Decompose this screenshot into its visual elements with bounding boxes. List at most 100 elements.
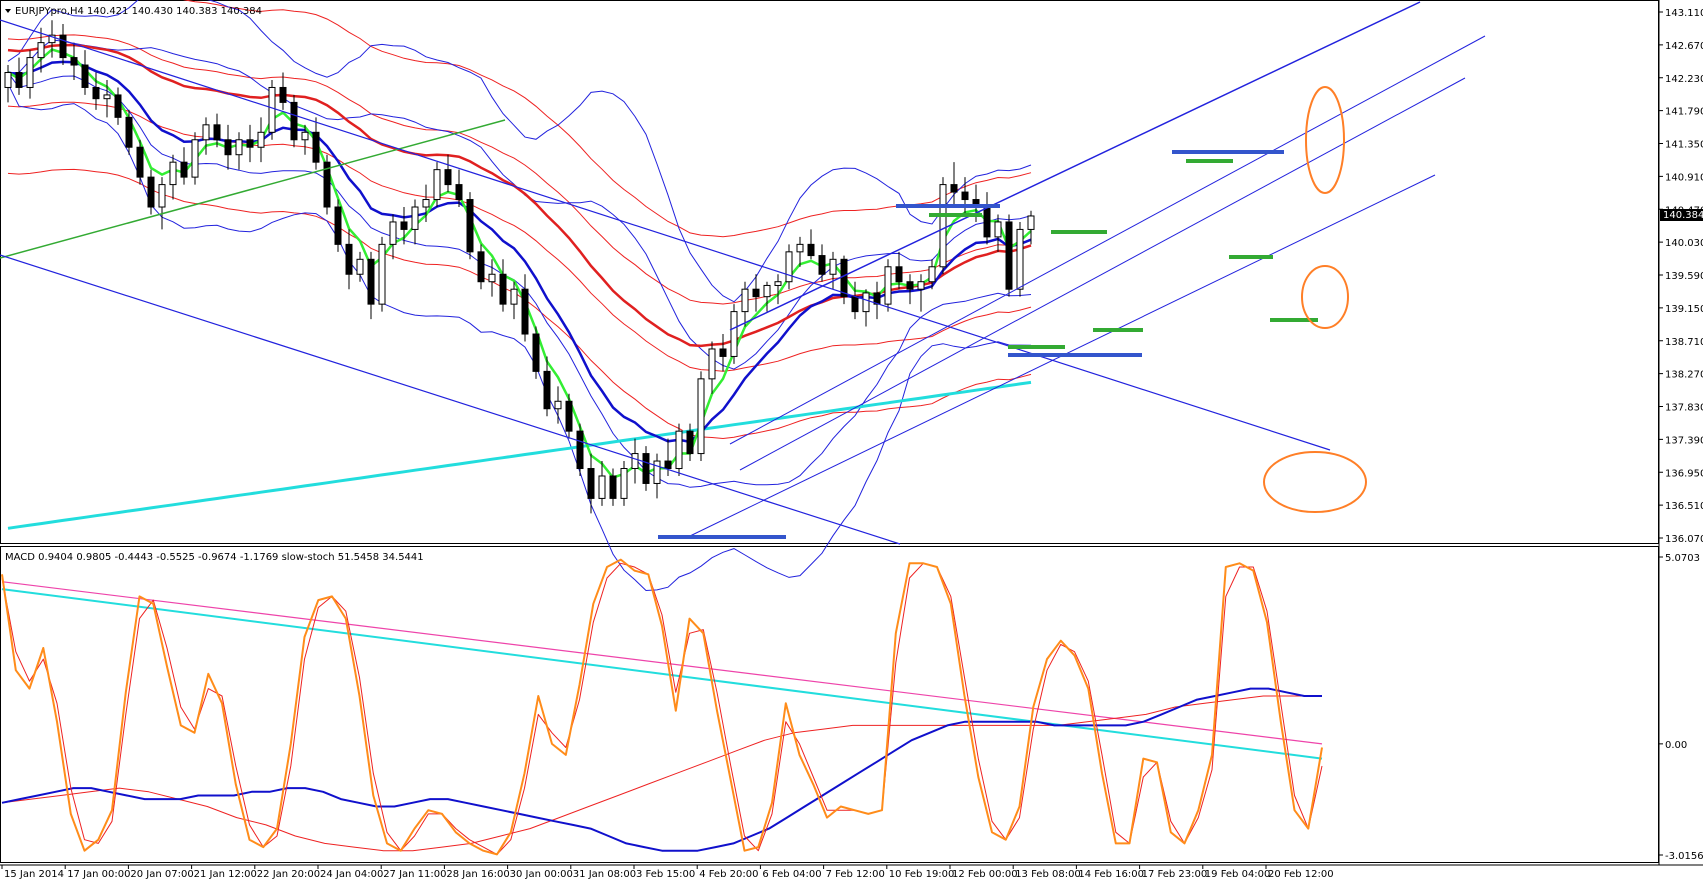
price-tick-label: 138.710 [1665,337,1703,348]
envelope-upper-inner [7,34,1032,305]
osc-tick-label: 0.00 [1665,740,1687,751]
candle [598,461,606,506]
candle [48,20,56,58]
candle-body [279,86,287,103]
candle-body [620,468,628,499]
candle-body [356,258,364,275]
candle-body [169,161,177,186]
candle-body [675,430,683,470]
candle [26,50,34,99]
candle [312,117,320,170]
dropdown-icon[interactable] [5,9,11,13]
candle-body [81,64,89,88]
descending-channel-upper [0,19,1331,451]
candle [257,117,265,163]
sub-header: MACD 0.9404 0.9805 -0.4443 -0.5525 -0.96… [5,552,424,563]
candle-body [433,169,441,201]
time-tick-label: 22 Jan 20:00 [257,869,320,880]
candle [543,356,551,417]
candle-body [477,251,485,283]
candle-body [268,86,276,133]
candle-body [48,34,56,44]
candle-body [26,57,34,88]
candle-body [950,184,958,193]
time-tick-label: 21 Jan 12:00 [194,869,257,880]
candle-body [554,400,562,410]
candle [939,177,947,275]
price-tick-label: 136.070 [1665,534,1703,545]
time-tick-label: 28 Jan 16:00 [446,869,509,880]
candle-body [939,184,947,268]
time-tick-label: 7 Feb 12:00 [826,869,885,880]
candle-body [532,333,540,372]
envelope-lower [7,168,1032,440]
candle [15,57,23,95]
candle [125,109,133,155]
candle-body [565,400,573,432]
candle [92,72,100,110]
candle-body [961,191,969,201]
candle [994,214,1002,252]
candle [279,72,287,110]
time-tick-label: 6 Feb 04:00 [762,869,821,880]
candle-body [774,281,782,286]
time-tick-label: 10 Feb 19:00 [889,869,955,880]
stoch-line [1,558,1323,856]
candle-body [785,251,793,283]
candle-body [499,273,507,305]
candle-body [741,288,749,313]
time-tick-label: 31 Jan 08:00 [573,869,636,880]
candle [763,281,771,312]
candle [642,446,650,491]
candle [686,423,694,462]
time-tick-label: 3 Feb 15:00 [636,869,695,880]
long-ma-line [7,380,1032,530]
candle-body [576,430,584,470]
oscillator-lines [1,558,1323,856]
candle-body [37,42,45,59]
candle-body [1005,221,1013,290]
candle-body [367,258,375,305]
candle [719,334,727,372]
candle-body [598,475,606,499]
candle-body [730,311,738,357]
indicator-lines [7,0,1032,592]
candle [37,27,45,73]
candle-body [389,221,397,245]
candle-body [653,460,661,484]
candle [521,274,529,342]
ascending-channel-upper [729,1,1421,331]
candle [389,214,397,260]
candle [510,281,518,320]
candle-body [202,124,210,141]
time-tick-label: 30 Jan 00:00 [510,869,573,880]
axes: 143.110 142.670 142.230 141.790 141.350 140.9… [1,8,1703,880]
candle [587,453,595,514]
price-tick-label: 143.110 [1665,8,1703,19]
candle-body [213,124,221,141]
price-tick-label: 141.790 [1665,107,1703,118]
candle [554,386,562,424]
candle-body [708,348,716,380]
time-tick-label: 19 Feb 04:00 [1205,869,1271,880]
ema-mid-line [7,60,1032,444]
candle [532,326,540,379]
candle [213,113,221,148]
candle-body [345,243,353,275]
candle-body [455,184,463,201]
candle-body [862,292,870,313]
candle [730,304,738,364]
candle-body [444,169,452,186]
candle-body [411,206,419,230]
osma-long-line [1,581,1323,745]
candle-body [818,255,826,275]
candle-body [400,221,408,230]
candle [323,154,331,215]
candle [301,124,309,155]
candle [906,274,914,305]
candle [807,229,815,260]
price-tick-label: 137.830 [1665,403,1703,414]
bollinger-lower [7,83,1032,592]
time-tick-label: 14 Feb 16:00 [1078,869,1144,880]
